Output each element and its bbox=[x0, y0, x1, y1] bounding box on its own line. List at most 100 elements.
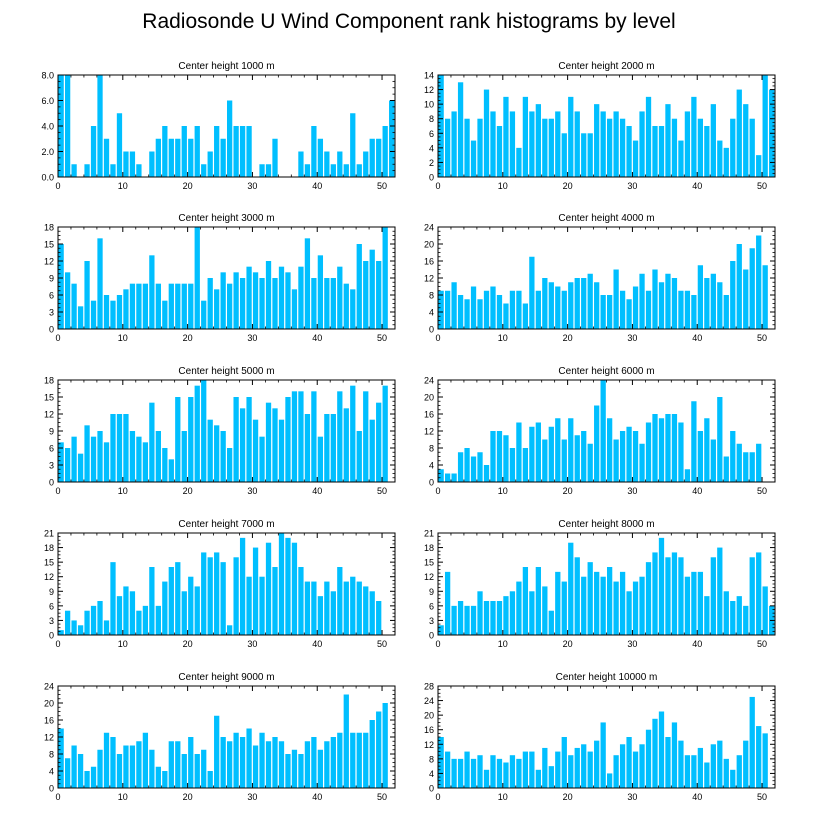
bar bbox=[665, 737, 671, 788]
bar bbox=[265, 261, 272, 329]
bar bbox=[317, 255, 324, 329]
bar bbox=[607, 773, 613, 788]
bar bbox=[71, 436, 77, 482]
bar bbox=[84, 261, 90, 329]
bar bbox=[337, 567, 343, 635]
bar bbox=[317, 436, 324, 482]
bar bbox=[239, 126, 246, 177]
bar bbox=[129, 745, 136, 788]
bar bbox=[658, 537, 665, 635]
bar bbox=[110, 414, 116, 482]
y-tick-label: 12 bbox=[44, 257, 54, 267]
bar bbox=[382, 126, 388, 177]
y-tick-label: 4 bbox=[429, 308, 434, 318]
x-tick-label: 50 bbox=[757, 333, 767, 343]
x-tick-label: 30 bbox=[247, 181, 257, 191]
x-tick-label: 0 bbox=[435, 486, 440, 496]
bar bbox=[451, 282, 457, 329]
bar bbox=[64, 272, 71, 329]
bar bbox=[317, 596, 324, 635]
bar bbox=[311, 391, 317, 482]
bar bbox=[548, 610, 554, 635]
y-tick-label: 18 bbox=[424, 543, 434, 553]
y-tick-label: 8 bbox=[429, 444, 434, 454]
bar bbox=[272, 138, 278, 177]
x-tick-label: 20 bbox=[563, 486, 573, 496]
x-tick-label: 40 bbox=[312, 792, 322, 802]
panel-title: Center height 9000 m bbox=[178, 672, 274, 683]
x-tick-label: 10 bbox=[118, 333, 128, 343]
bar bbox=[188, 283, 194, 329]
panel-title: Center height 4000 m bbox=[558, 213, 654, 224]
bar bbox=[376, 261, 382, 329]
x-tick-label: 0 bbox=[55, 792, 60, 802]
bar bbox=[233, 557, 239, 635]
bar bbox=[246, 728, 252, 788]
bar bbox=[444, 473, 451, 482]
bar bbox=[84, 425, 90, 482]
bar bbox=[756, 552, 762, 635]
y-tick-label: 12 bbox=[44, 733, 54, 743]
y-tick-label: 8 bbox=[429, 291, 434, 301]
bar bbox=[574, 111, 580, 177]
bar bbox=[265, 741, 272, 788]
y-tick-label: 14 bbox=[424, 71, 434, 81]
bar bbox=[97, 75, 103, 177]
bar bbox=[337, 391, 343, 482]
bar bbox=[581, 431, 587, 482]
bar bbox=[756, 726, 762, 788]
bar bbox=[555, 418, 561, 482]
bar bbox=[64, 75, 71, 177]
y-tick-label: 6 bbox=[429, 601, 434, 611]
bar bbox=[194, 586, 200, 635]
bar bbox=[457, 295, 464, 329]
bar bbox=[632, 286, 639, 329]
bar bbox=[136, 610, 142, 635]
bar bbox=[181, 591, 187, 635]
bar bbox=[626, 426, 632, 482]
bar bbox=[233, 126, 239, 177]
y-tick-label: 0 bbox=[429, 173, 434, 183]
bar bbox=[464, 448, 470, 482]
bar bbox=[123, 289, 129, 329]
bar bbox=[175, 741, 181, 788]
x-tick-label: 50 bbox=[377, 181, 387, 191]
bar bbox=[181, 754, 187, 788]
bar bbox=[477, 452, 483, 482]
bar bbox=[490, 601, 496, 635]
bar bbox=[382, 385, 388, 482]
bar bbox=[684, 755, 691, 788]
x-tick-label: 20 bbox=[183, 792, 193, 802]
bar bbox=[607, 118, 613, 177]
bar bbox=[762, 265, 768, 329]
y-tick-label: 20 bbox=[424, 711, 434, 721]
bar bbox=[207, 419, 213, 482]
bar bbox=[343, 283, 349, 329]
bar bbox=[691, 295, 697, 329]
bar bbox=[619, 431, 626, 482]
bar bbox=[227, 448, 233, 482]
bar bbox=[311, 581, 317, 635]
x-tick-label: 0 bbox=[55, 639, 60, 649]
bar bbox=[697, 571, 704, 635]
bar bbox=[645, 290, 652, 329]
y-tick-label: 6 bbox=[429, 129, 434, 139]
bar bbox=[136, 436, 142, 482]
bar bbox=[382, 703, 388, 788]
bar bbox=[555, 111, 561, 177]
bar bbox=[639, 111, 645, 177]
bar bbox=[71, 745, 77, 788]
figure-title: Radiosonde U Wind Component rank histogr… bbox=[142, 10, 676, 33]
bar bbox=[568, 282, 574, 329]
bar bbox=[103, 442, 110, 482]
bar bbox=[587, 562, 593, 635]
bar bbox=[304, 414, 311, 482]
bar bbox=[317, 749, 324, 788]
x-tick-label: 40 bbox=[312, 639, 322, 649]
x-tick-label: 30 bbox=[247, 486, 257, 496]
bar bbox=[756, 155, 762, 177]
bar bbox=[239, 537, 246, 635]
bar bbox=[324, 278, 330, 329]
bar bbox=[632, 431, 639, 482]
bar bbox=[561, 439, 567, 482]
